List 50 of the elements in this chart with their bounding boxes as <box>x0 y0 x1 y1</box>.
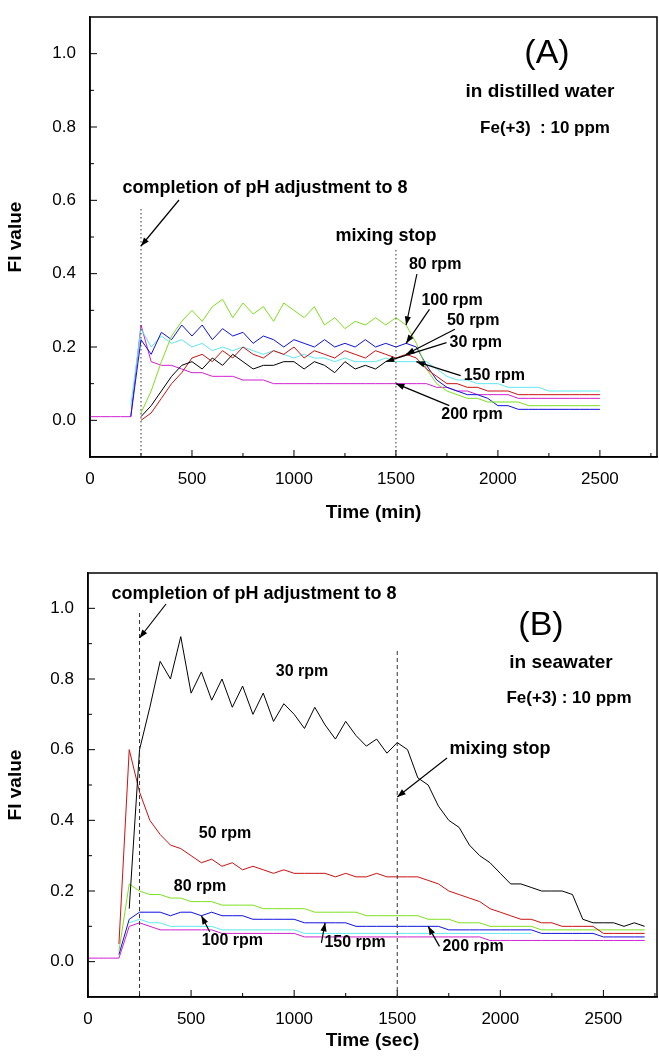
annotation: 100 rpm <box>201 931 264 949</box>
x-tick-label: 1500 <box>377 468 415 488</box>
annotation: 30 rpm <box>275 662 329 680</box>
annotation: 150 rpm <box>324 933 386 951</box>
y-axis-title: FI value <box>3 201 25 273</box>
y-tick-label: 0.2 <box>52 336 76 356</box>
y-tick-label: 1.0 <box>52 43 76 63</box>
y-tick-label: 0.0 <box>52 410 76 430</box>
annotation: 200 rpm <box>441 405 503 423</box>
ref-line-label: completion of pH adjustment to 8 <box>111 582 397 603</box>
annotation: 80 rpm <box>173 877 227 895</box>
x-tick-label: 2500 <box>584 1008 623 1028</box>
annotation: 150 rpm <box>463 366 526 384</box>
x-tick-label: 1000 <box>275 1008 314 1028</box>
y-tick-label: 0.6 <box>50 739 74 759</box>
annotation: Fe(+3) : 10 ppm <box>506 687 632 707</box>
y-tick-label: 0.6 <box>52 190 76 210</box>
y-tick-label: 0.4 <box>52 263 76 283</box>
y-tick-label: 0.8 <box>50 668 74 688</box>
x-tick-label: 1000 <box>275 468 313 488</box>
y-axis-title: FI value <box>3 749 25 821</box>
y-tick-label: 0.2 <box>50 880 74 900</box>
annotation: 100 rpm <box>421 290 483 308</box>
y-tick-label: 0.8 <box>52 116 76 136</box>
y-tick-label: 1.0 <box>50 598 74 618</box>
x-tick-label: 2000 <box>481 1008 520 1028</box>
x-axis-title: Time (sec) <box>325 1028 420 1050</box>
x-tick-label: 500 <box>177 468 207 488</box>
annotation: 80 rpm <box>408 255 462 273</box>
y-tick-label: 0.0 <box>50 951 74 971</box>
annotation: 30 rpm <box>449 333 502 351</box>
x-tick-label: 0 <box>83 1008 93 1028</box>
annotation: Fe(+3) : 10 ppm <box>480 117 610 137</box>
x-tick-label: 1500 <box>378 1008 417 1028</box>
annotation: in seawater <box>509 651 614 673</box>
x-tick-label: 2500 <box>580 468 619 488</box>
x-axis-title: Time (min) <box>325 500 422 522</box>
annotation: 50 rpm <box>198 824 252 842</box>
x-tick-label: 2000 <box>479 468 517 488</box>
y-tick-label: 0.4 <box>50 810 74 830</box>
annotation: 200 rpm <box>442 936 504 954</box>
x-tick-label: 0 <box>85 468 95 488</box>
annotation: in distilled water <box>465 80 616 102</box>
x-tick-label: 500 <box>176 1008 206 1028</box>
ref-line-label: completion of pH adjustment to 8 <box>122 176 408 197</box>
annotation: (A) <box>524 32 570 71</box>
ref-line-label: mixing stop <box>449 737 551 758</box>
annotation: (B) <box>518 604 564 643</box>
ref-line-label: mixing stop <box>335 224 437 245</box>
annotation: 50 rpm <box>446 310 500 328</box>
